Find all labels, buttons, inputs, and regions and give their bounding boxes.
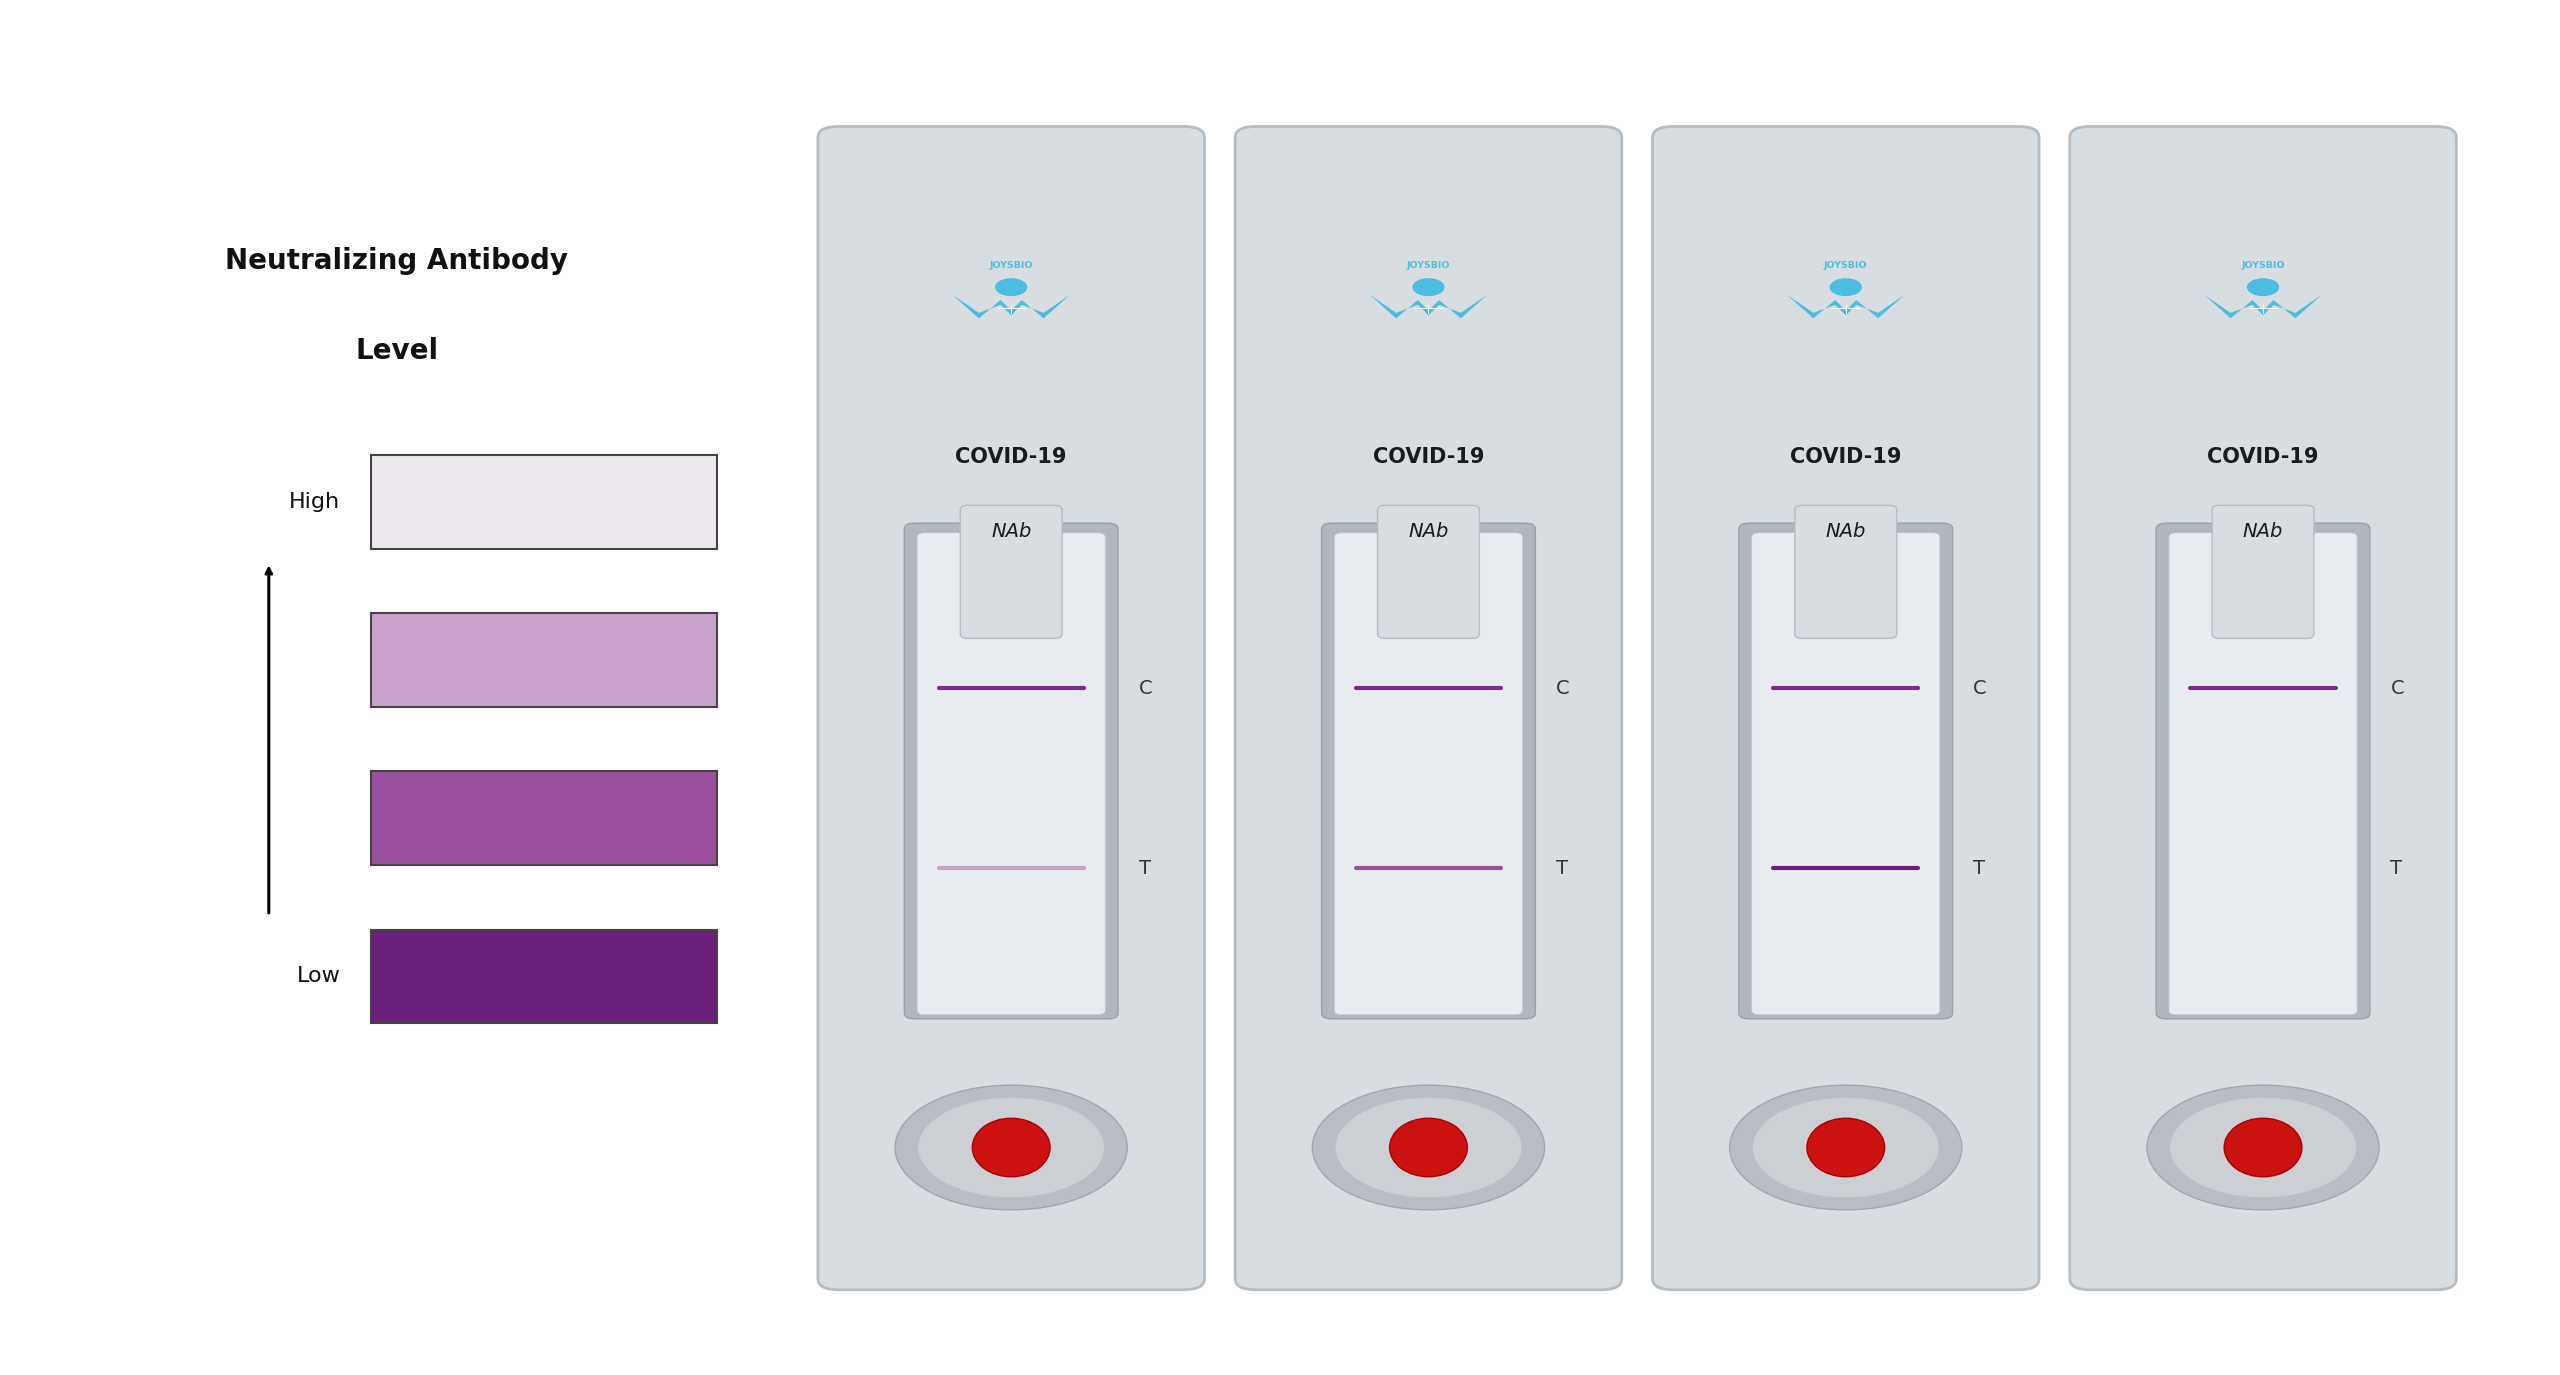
Polygon shape: [1787, 294, 1905, 319]
Text: High: High: [289, 492, 340, 512]
Text: JOYSBIO: JOYSBIO: [991, 261, 1032, 270]
FancyBboxPatch shape: [371, 455, 717, 549]
Circle shape: [1336, 1097, 1521, 1198]
FancyBboxPatch shape: [1321, 524, 1536, 1019]
FancyBboxPatch shape: [2071, 126, 2458, 1290]
Circle shape: [2248, 279, 2278, 296]
FancyBboxPatch shape: [1738, 524, 1953, 1019]
FancyBboxPatch shape: [371, 771, 717, 865]
Text: T: T: [2391, 859, 2401, 879]
Text: COVID-19: COVID-19: [1789, 447, 1902, 468]
Text: NAb: NAb: [991, 521, 1032, 540]
Text: NAb: NAb: [2243, 521, 2284, 540]
Text: Level: Level: [356, 337, 438, 364]
FancyBboxPatch shape: [2156, 524, 2371, 1019]
Text: Low: Low: [297, 967, 340, 986]
Text: JOYSBIO: JOYSBIO: [1825, 261, 1866, 270]
Polygon shape: [952, 294, 1070, 319]
Polygon shape: [2204, 294, 2322, 319]
FancyBboxPatch shape: [1751, 532, 1940, 1015]
Text: COVID-19: COVID-19: [1372, 447, 1485, 468]
Circle shape: [896, 1085, 1126, 1210]
FancyBboxPatch shape: [2168, 532, 2358, 1015]
Text: NAb: NAb: [1408, 521, 1449, 540]
FancyBboxPatch shape: [960, 506, 1062, 638]
Text: COVID-19: COVID-19: [2207, 447, 2319, 468]
Text: T: T: [1139, 859, 1149, 879]
FancyBboxPatch shape: [1377, 506, 1480, 638]
Circle shape: [1731, 1085, 1961, 1210]
Circle shape: [2148, 1085, 2378, 1210]
Ellipse shape: [2225, 1118, 2301, 1177]
FancyBboxPatch shape: [904, 524, 1119, 1019]
FancyBboxPatch shape: [1654, 126, 2038, 1290]
Circle shape: [2171, 1097, 2355, 1198]
Text: Neutralizing Antibody: Neutralizing Antibody: [225, 248, 568, 275]
FancyBboxPatch shape: [1236, 126, 1623, 1290]
FancyBboxPatch shape: [819, 126, 1206, 1290]
Text: C: C: [1139, 679, 1152, 698]
Text: NAb: NAb: [1825, 521, 1866, 540]
Circle shape: [1830, 279, 1861, 296]
Text: COVID-19: COVID-19: [955, 447, 1068, 468]
FancyBboxPatch shape: [1334, 532, 1523, 1015]
Text: JOYSBIO: JOYSBIO: [1408, 261, 1449, 270]
Circle shape: [996, 279, 1027, 296]
FancyBboxPatch shape: [916, 532, 1106, 1015]
Text: C: C: [1974, 679, 1987, 698]
Circle shape: [919, 1097, 1103, 1198]
FancyBboxPatch shape: [371, 930, 717, 1023]
FancyBboxPatch shape: [1795, 506, 1897, 638]
Text: T: T: [1556, 859, 1567, 879]
Text: T: T: [1974, 859, 1984, 879]
Polygon shape: [1370, 294, 1487, 319]
Ellipse shape: [973, 1118, 1050, 1177]
Ellipse shape: [1807, 1118, 1884, 1177]
Circle shape: [1313, 1085, 1544, 1210]
FancyBboxPatch shape: [371, 613, 717, 707]
Circle shape: [1754, 1097, 1938, 1198]
Text: JOYSBIO: JOYSBIO: [2243, 261, 2284, 270]
FancyBboxPatch shape: [2212, 506, 2314, 638]
Text: C: C: [1556, 679, 1569, 698]
Text: C: C: [2391, 679, 2404, 698]
Circle shape: [1413, 279, 1444, 296]
Ellipse shape: [1390, 1118, 1467, 1177]
